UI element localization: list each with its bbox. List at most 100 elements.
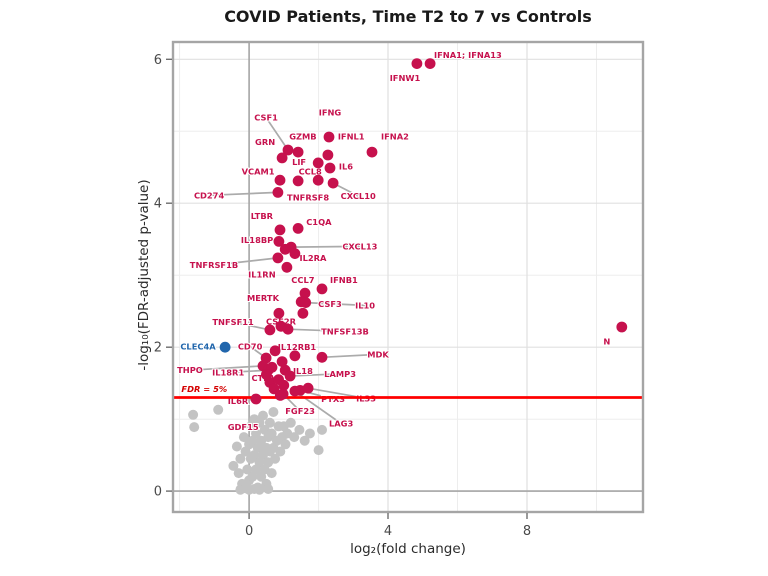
data-point-significant [316, 351, 328, 363]
data-point-ns [242, 464, 253, 475]
data-point-significant [292, 223, 304, 234]
point-label: GDF15 [228, 422, 259, 432]
data-point-significant [284, 370, 296, 382]
leader-line [265, 117, 289, 151]
data-point-significant [292, 175, 304, 187]
data-point-ns [270, 453, 281, 464]
point-label: CXCL13 [342, 241, 377, 251]
data-point-significant [289, 385, 301, 397]
data-point-ns [189, 422, 200, 433]
highlighted-points [219, 341, 231, 353]
leader-line [290, 372, 341, 377]
point-label: LTBR [251, 211, 274, 221]
label-leader-lines [189, 117, 379, 425]
data-point-ns [188, 409, 199, 420]
data-point-ns [280, 439, 291, 450]
data-point-significant [272, 187, 284, 198]
y-axis: 0 2 4 6 [154, 53, 172, 500]
data-point-significant [289, 350, 301, 362]
data-point-significant [274, 224, 286, 236]
data-point-significant [281, 261, 293, 273]
point-label: MDK [367, 349, 389, 359]
data-point-significant [289, 248, 301, 259]
data-point-ns [289, 432, 300, 443]
point-label: CSF1 [254, 113, 278, 123]
significant-points [250, 58, 628, 405]
data-point-significant [312, 157, 324, 169]
data-point-ns [233, 468, 244, 479]
not-significant-points [188, 404, 327, 495]
data-point-significant [282, 144, 294, 156]
data-point-ns [264, 417, 275, 428]
data-point-significant [323, 131, 335, 143]
point-label: IFNW1 [390, 73, 421, 83]
leader-line [305, 301, 366, 307]
x-tick-label: 4 [384, 524, 392, 539]
y-tick-label: 0 [154, 485, 162, 500]
data-point-significant [274, 390, 286, 401]
data-point-significant [299, 287, 311, 299]
data-point-ns [231, 441, 242, 452]
x-axis-title: log₂(fold change) [350, 541, 466, 557]
data-point-significant [250, 393, 262, 405]
leader-line [232, 321, 271, 331]
point-label: TNFRSF8 [287, 193, 329, 203]
data-point-significant [273, 307, 285, 319]
data-point-ns [275, 446, 286, 457]
leader-line [209, 191, 278, 197]
leader-line [321, 353, 379, 359]
point-label: CD70 [238, 342, 263, 352]
point-label: THPO [177, 365, 203, 375]
data-point-ns [313, 445, 324, 456]
point-label: GRN [255, 137, 275, 147]
data-point-significant [302, 382, 314, 394]
data-point-significant [278, 379, 290, 391]
data-point-significant [322, 149, 334, 161]
point-label: IL1RN [248, 270, 276, 280]
data-point-ns [258, 410, 268, 421]
leader-line [291, 245, 360, 248]
point-label: TNFSF13B [321, 326, 369, 336]
point-label: C1QA [306, 217, 332, 227]
data-point-ns [294, 424, 305, 435]
data-point-significant [276, 152, 288, 164]
point-label: CXCL10 [341, 191, 376, 201]
point-label: FGF23 [285, 406, 315, 416]
data-point-significant [282, 323, 294, 335]
x-tick-label: 0 [245, 524, 253, 539]
data-point-significant [292, 146, 304, 158]
data-point-ns [251, 428, 261, 439]
point-label: IL18R1 [212, 367, 244, 377]
point-label: IFNB1 [330, 275, 358, 285]
point-label: IL18 [293, 366, 313, 376]
leader-line [189, 365, 264, 372]
data-point-ns [213, 404, 224, 415]
point-label: IL18BP [241, 235, 273, 245]
data-point-significant [300, 297, 312, 308]
data-point-significant [272, 252, 284, 264]
x-axis: 0 4 8 [245, 513, 531, 539]
y-tick-label: 4 [154, 197, 162, 212]
data-point-highlighted [219, 341, 231, 353]
point-label: IL10 [355, 300, 375, 310]
point-label: IFNL1 [338, 131, 365, 141]
point-label: CD274 [194, 190, 225, 200]
gene-labels: IFNA1; IFNA13 IFNW1 IFNG CSF1 GZMB IFNL1 IFNA2… [176, 49, 611, 433]
point-label: LIF [292, 157, 306, 167]
x-tick-label: 8 [523, 524, 531, 539]
y-tick-label: 2 [154, 341, 162, 356]
data-point-significant [424, 58, 436, 69]
point-label: LAMP3 [324, 369, 356, 379]
point-label: PTX3 [321, 394, 345, 404]
data-point-significant [276, 356, 288, 367]
data-point-ns [254, 484, 265, 495]
point-label: VCAM1 [242, 167, 275, 177]
data-point-significant [261, 369, 272, 380]
threshold-label: FDR = 5% [181, 384, 227, 394]
point-label: GZMB [289, 131, 316, 141]
data-point-significant [324, 162, 336, 174]
data-point-significant [312, 174, 324, 186]
leader-line [287, 328, 346, 333]
